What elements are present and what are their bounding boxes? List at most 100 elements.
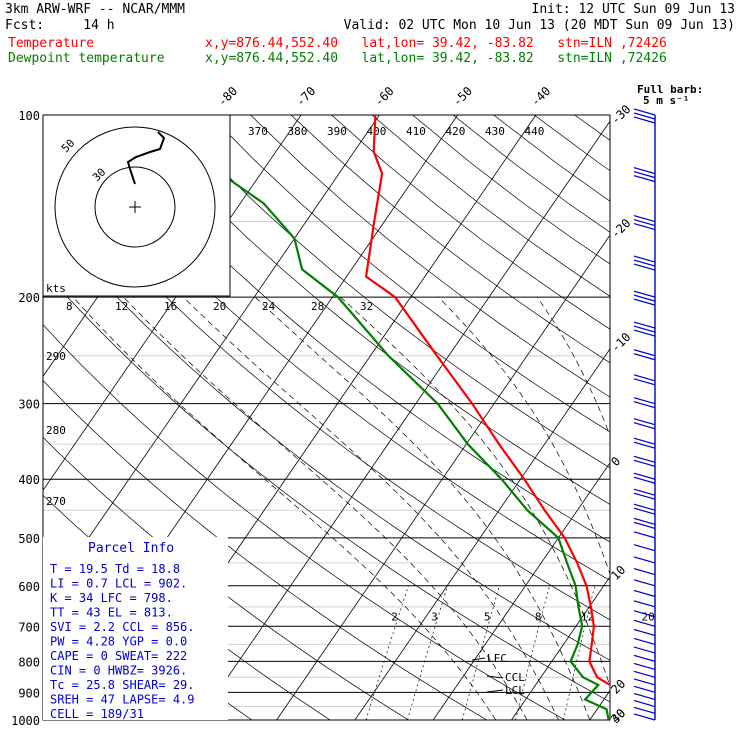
wind-barb [633,455,656,463]
theta-label: 420 [446,125,466,138]
mixing-ratio-line [461,585,500,720]
isotherm [354,348,610,720]
moist-adiabat [254,296,591,720]
dry-adiabat [88,115,610,543]
pressure-tick-800: 800 [18,655,40,669]
level-markers: LFC CCL LCL [471,652,525,697]
parcel-info-row: TT = 43 EL = 813. [50,606,173,620]
isotherm-label: -10 [608,330,633,355]
dry-adiabat [47,115,610,581]
mixing-ratio-line [515,585,550,720]
mixing-ratio-label: 3 [431,610,438,623]
init-time: Init: 12 UTC Sun 09 Jun 13 [532,2,736,17]
theta-e-label: 12 [115,300,128,313]
ccl-marker: CCL [505,671,525,684]
dry-adiabat [290,115,610,364]
dry-adiabat [43,269,610,703]
mixing-ratio-line [407,585,448,720]
forecast-hour: Fcst: 14 h [5,18,115,33]
wind-barb [633,492,656,500]
wind-barb [633,459,656,467]
wind-barb [633,713,656,721]
dewpoint-location: x,y=876.44,552.40 lat,lon= 39.42, -83.82… [205,51,667,66]
pressure-tick-100: 100 [18,109,40,123]
wind-barb [633,589,656,598]
dry-adiabat [209,115,610,433]
isotherm [276,234,610,720]
isotherm-label: 10 [608,563,628,583]
wind-barb [633,108,656,116]
parcel-info-title: Parcel Info [88,541,174,556]
wind-barb [633,290,656,298]
wind-barb [633,349,656,357]
wind-barb [633,171,656,179]
wind-barb [633,654,656,662]
dry-adiabat [250,115,610,398]
lfc-marker: LFC [487,652,507,665]
pressure-tick-900: 900 [18,686,40,700]
moist-adiabat [72,296,497,720]
mixing-ratio-line [365,585,409,720]
temperature-legend: Temperature [8,36,94,51]
wind-barb [633,418,656,426]
theta-label: 430 [485,125,505,138]
dry-adiabat [43,324,566,720]
lcl-marker: LCL [505,684,525,697]
theta-left-label: 280 [46,424,66,437]
wind-barb [633,441,656,449]
isotherm-label: -20 [608,216,633,241]
wind-legend-title: Full barb: [637,83,703,96]
valid-time: Valid: 02 UTC Mon 10 Jun 13 (20 MDT Sun … [344,18,735,33]
wind-barb [633,699,656,708]
parcel-info-row: CELL = 189/31 [50,707,144,721]
wind-barb [633,662,656,671]
wind-barb [633,422,656,430]
series-line-dewpoint [204,115,610,720]
wind-barb [633,263,656,271]
theta-e-label: 20 [213,300,226,313]
wind-barb [633,637,656,645]
hodograph-ring-outer [54,126,216,288]
dry-adiabat [574,115,610,141]
model-title: 3km ARW-WRF -- NCAR/MMM [5,2,185,17]
parcel-info-row: SVI = 2.2 CCL = 856. [50,620,195,634]
wind-barb [633,222,656,231]
wind-barb [633,298,656,306]
wind-barb [633,503,656,511]
isotherm [589,689,610,720]
pressure-tick-500: 500 [18,532,40,546]
pressure-tick-700: 700 [18,620,40,634]
isotherm [43,115,380,605]
wind-barb [633,628,656,637]
isotherm [668,115,740,720]
isotherm-label: -40 [528,84,553,109]
wind-legend-speed: 5 m s⁻¹ [643,94,689,107]
isotherm-label: -50 [450,84,475,109]
theta-label: 410 [406,125,426,138]
theta-e-label: 8 [66,300,73,313]
wind-barb [633,556,656,564]
isotherm-label: 40 [608,706,628,726]
moist-adiabat [438,296,610,576]
wind-barb [633,678,656,686]
theta-label: 440 [525,125,545,138]
theta-e-label: 32 [360,300,373,313]
isotherm [43,115,302,492]
wind-barb [633,437,656,445]
wind-barb [633,476,656,484]
dry-adiabat [412,115,610,265]
pressure-tick-400: 400 [18,473,40,487]
theta-left-label: 290 [46,350,66,363]
wind-barb [633,401,656,409]
wind-barb [633,692,656,701]
pressure-tick-600: 600 [18,580,40,594]
wind-barb [633,353,656,361]
mixing-ratio-label: 20 [642,610,655,623]
wind-barb [633,374,656,382]
pressure-tick-200: 200 [18,291,40,305]
moist-adiabat [340,296,610,687]
dewpoint-legend: Dewpoint temperature [8,51,165,66]
wind-barb [633,517,656,525]
theta-label: 380 [288,125,308,138]
parcel-info-row: CAPE = 0 SWEAT= 222 [50,649,187,663]
